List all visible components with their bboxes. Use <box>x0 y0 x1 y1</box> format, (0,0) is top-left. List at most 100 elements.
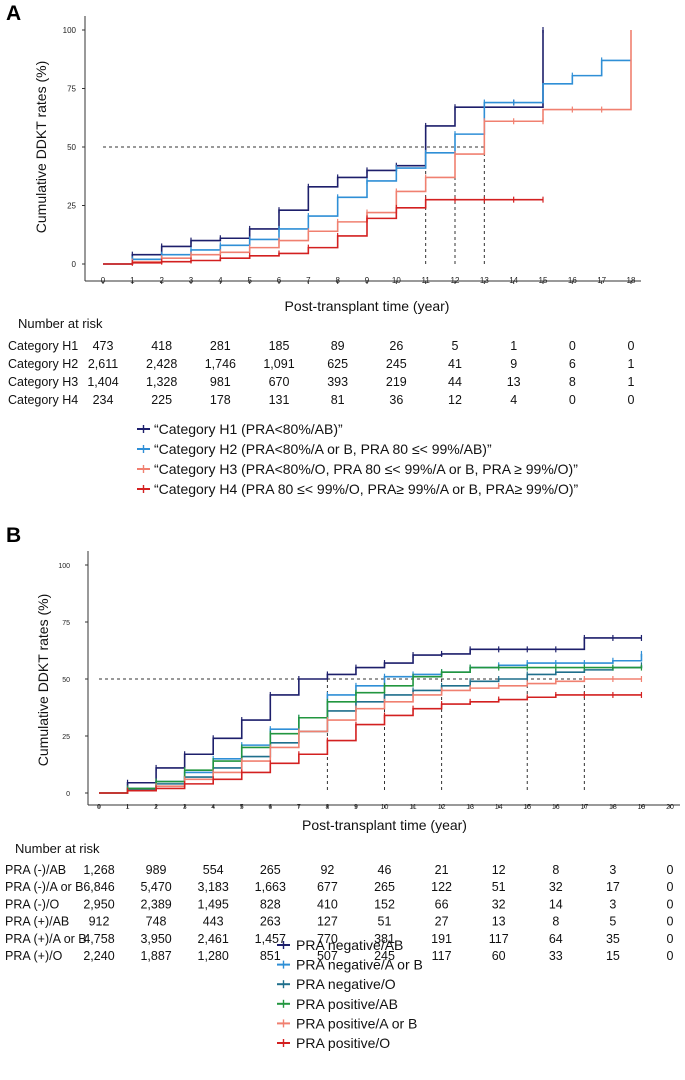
panel-a-risk-cell: 5 <box>452 339 459 353</box>
panel-a-risk-cell: 418 <box>151 339 172 353</box>
panel-b-series-2-curve <box>99 653 643 794</box>
panel-b-x-tick-label: 17 <box>580 804 588 811</box>
panel-a-risk-cell: 26 <box>389 339 403 353</box>
panel-b-series-1-curve <box>99 637 642 794</box>
panel-a-risk-cell: 393 <box>327 375 348 389</box>
panel-b-risk-cell: 1,887 <box>140 949 171 963</box>
panel-b-legend-label-1: PRA negative/AB <box>296 937 403 953</box>
panel-b-x-tick-label: 20 <box>666 804 674 811</box>
panel-a-risk-cell: 1 <box>628 357 635 371</box>
panel-b-y-tick-label: 75 <box>62 620 70 627</box>
panel-a-y-tick-label: 75 <box>67 85 76 94</box>
panel-b-risk-row-label: PRA (-)/AB <box>5 863 66 877</box>
panel-b-risk-cell: 1,280 <box>198 949 229 963</box>
panel-b-y-tick-label: 50 <box>62 677 70 684</box>
panel-a-y-tick-label: 25 <box>67 202 76 211</box>
panel-a-x-tick-label: 15 <box>539 276 548 285</box>
panel-a-x-tick-label: 14 <box>509 276 518 285</box>
panel-b-x-tick-label: 11 <box>409 804 416 811</box>
panel-b-legend-label-5: PRA positive/A or B <box>296 1015 417 1031</box>
panel-b-risk-cell: 46 <box>378 863 392 877</box>
panel-a-risk-cell: 234 <box>93 393 114 407</box>
panel-b-risk-cell: 265 <box>260 863 281 877</box>
panel-b-risk-cell: 554 <box>203 863 224 877</box>
panel-b-risk-cell: 12 <box>492 863 506 877</box>
panel-a-risk-row-label: Category H2 <box>8 357 78 371</box>
panel-a-x-axis-title: Post-transplant time (year) <box>285 298 450 314</box>
panel-b-risk-cell: 4,758 <box>83 932 114 946</box>
panel-a-risk-cell: 1 <box>628 375 635 389</box>
panel-b-risk-cell: 410 <box>317 897 338 911</box>
panel-b-risk-cell: 8 <box>552 915 559 929</box>
panel-b-risk-cell: 8 <box>552 863 559 877</box>
panel-b-risk-cell: 677 <box>317 880 338 894</box>
panel-b-x-tick-label: 15 <box>523 804 531 811</box>
panel-b-risk-row-label: PRA (-)/A or B <box>5 880 84 894</box>
panel-a-x-tick-label: 4 <box>218 276 223 285</box>
panel-a-series-1-curve <box>103 30 544 265</box>
panel-a-x-tick-label: 7 <box>306 276 311 285</box>
panel-b-x-tick-label: 4 <box>211 804 215 811</box>
panel-a-risk-cell: 219 <box>386 375 407 389</box>
panel-b-risk-cell: 851 <box>260 949 281 963</box>
panel-a-x-tick-label: 18 <box>627 276 636 285</box>
panel-a-x-tick-label: 3 <box>189 276 194 285</box>
panel-b-risk-row-label: PRA (+)/A or B <box>5 932 87 946</box>
panel-b-risk-cell: 32 <box>492 897 506 911</box>
panel-a-risk-cell: 473 <box>93 339 114 353</box>
panel-a-risk-cell: 13 <box>507 375 521 389</box>
panel-a-risk-cell: 1,746 <box>205 357 236 371</box>
panel-b-risk-cell: 770 <box>317 932 338 946</box>
panel-a-risk-cell: 1,404 <box>87 375 118 389</box>
panel-a-risk-cell: 41 <box>448 357 462 371</box>
panel-b-risk-table-header: Number at risk <box>15 841 100 856</box>
panel-b-x-tick-label: 8 <box>325 804 329 811</box>
panel-a-risk-cell: 0 <box>569 339 576 353</box>
panel-b-risk-cell: 33 <box>549 949 563 963</box>
panel-b-label: B <box>6 524 21 547</box>
panel-a-risk-cell: 0 <box>628 339 635 353</box>
panel-b-x-tick-label: 7 <box>297 804 301 811</box>
panel-a-label: A <box>6 2 21 25</box>
panel-b-series-3-curve <box>99 665 643 794</box>
panel-a-legend-label-2: “Category H2 (PRA<80%/A or B, PRA 80 ≤< … <box>154 441 492 457</box>
panel-b-risk-cell: 0 <box>667 915 674 929</box>
panel-b-risk-cell: 3,183 <box>198 880 229 894</box>
panel-a-y-axis-title: Cumulative DDKT rates (%) <box>33 61 49 233</box>
panel-b-risk-cell: 0 <box>667 897 674 911</box>
panel-a-x-tick-label: 2 <box>159 276 164 285</box>
panel-a-risk-cell: 9 <box>510 357 517 371</box>
panel-a-legend-label-3: “Category H3 (PRA<80%/O, PRA 80 ≤< 99%/A… <box>154 461 578 477</box>
panel-b-risk-cell: 0 <box>667 880 674 894</box>
panel-b-risk-cell: 117 <box>432 949 452 963</box>
panel-b-risk-cell: 1,268 <box>83 863 114 877</box>
panel-b-series-5-curve <box>99 678 642 794</box>
panel-b-risk-cell: 507 <box>317 949 338 963</box>
panel-b-x-tick-label: 2 <box>154 804 158 811</box>
panel-b-risk-cell: 3 <box>609 863 616 877</box>
panel-a-x-tick-label: 13 <box>480 276 489 285</box>
panel-b-risk-cell: 1,663 <box>255 880 286 894</box>
panel-a-risk-cell: 4 <box>510 393 517 407</box>
panel-b-risk-cell: 5,470 <box>140 880 171 894</box>
panel-b-risk-cell: 2,240 <box>83 949 114 963</box>
panel-a-risk-cell: 0 <box>628 393 635 407</box>
panel-b-x-tick-label: 5 <box>240 804 244 811</box>
panel-b-risk-cell: 0 <box>667 949 674 963</box>
panel-b-risk-row-label: PRA (+)/AB <box>5 915 69 929</box>
panel-a-x-tick-label: 12 <box>451 276 460 285</box>
panel-a-risk-cell: 6 <box>569 357 576 371</box>
panel-a-y-tick-label: 0 <box>72 260 77 269</box>
panel-a-legend-label-1: “Category H1 (PRA<80%/AB)” <box>154 421 343 437</box>
panel-b-risk-cell: 381 <box>374 932 395 946</box>
panel-a-risk-cell: 185 <box>269 339 290 353</box>
panel-b-x-tick-label: 18 <box>609 804 617 811</box>
panel-a-risk-row-label: Category H3 <box>8 375 78 389</box>
panel-b-risk-cell: 828 <box>260 897 281 911</box>
panel-a-risk-cell: 1,328 <box>146 375 177 389</box>
panel-b-risk-cell: 0 <box>667 932 674 946</box>
panel-b-risk-cell: 6,846 <box>83 880 114 894</box>
